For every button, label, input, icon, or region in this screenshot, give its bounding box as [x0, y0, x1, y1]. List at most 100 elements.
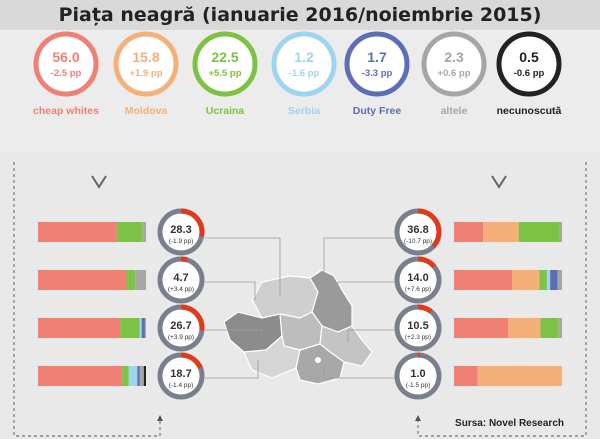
summary-item-3: 1.2 -1.6 pp Serbia	[271, 31, 337, 117]
chart-title: Piața neagră (ianuarie 2016/noiembrie 20…	[0, 0, 600, 30]
romania-map	[223, 269, 373, 385]
summary-value: 1.2	[294, 49, 314, 65]
region-value: 28.3	[170, 224, 191, 236]
ring-value-arc	[157, 352, 205, 400]
bar-segment-ucraina	[116, 222, 143, 242]
region-bar	[454, 318, 562, 338]
dashed-frame	[13, 162, 587, 437]
bar-segment-ucraina	[120, 318, 140, 338]
summary-value: 1.7	[367, 49, 387, 65]
ring-value-arc	[157, 208, 205, 256]
summary-change: -0.6 pp	[514, 68, 545, 79]
summary-item-1: 15.8 +1.9 pp Moldova	[113, 31, 179, 117]
region-change: (+7.6 pp)	[405, 286, 431, 293]
region-change: (+3.9 pp)	[168, 334, 194, 341]
summary-value: 22.5	[211, 49, 238, 65]
legend-label: Moldova	[125, 105, 168, 117]
summary-donuts: 56.0 -2.5 pp cheap whites 15.8 +1.9 pp Moldov…	[33, 31, 562, 117]
bar-segment-altele	[142, 222, 146, 242]
region-bar	[38, 366, 146, 386]
region-change: (+3.4 pp)	[168, 286, 194, 293]
summary-change: -2.5 pp	[51, 68, 82, 79]
region-change: (+2.3 pp)	[405, 334, 431, 341]
bar-segment-cheap_whites	[454, 366, 478, 386]
summary-item-0: 56.0 -2.5 pp cheap whites	[33, 31, 99, 117]
summary-change: +0.6 pp	[438, 68, 471, 79]
source-note: Sursa: Novel Research	[455, 418, 564, 429]
bar-segment-altele	[139, 366, 144, 386]
bar-segment-serbia	[128, 366, 138, 386]
connectors	[205, 237, 395, 379]
bar-segment-moldova	[512, 270, 540, 290]
bar-segment-necunoscuta	[143, 366, 146, 386]
map-region-s	[295, 343, 345, 385]
summary-item-5: 2.3 +0.6 pp altele	[421, 31, 487, 117]
ring-value-arc	[157, 304, 205, 352]
summary-change: +5.5 pp	[209, 68, 242, 79]
bar-segment-cheap_whites	[38, 270, 127, 290]
region-ring: 28.3 (-1.9 pp)	[157, 208, 205, 256]
bar-segment-cheap_whites	[454, 318, 508, 338]
bar-segment-duty_free	[550, 270, 558, 290]
summary-ring	[344, 31, 410, 97]
bar-segment-serbia	[546, 270, 551, 290]
summary-value: 0.5	[519, 49, 539, 65]
bar-segment-ucraina	[539, 270, 547, 290]
bar-segment-altele	[135, 270, 146, 290]
region-ring: 14.0 (+7.6 pp)	[394, 256, 442, 304]
summary-ring	[192, 31, 258, 97]
region-value: 18.7	[170, 368, 191, 380]
summary-value: 15.8	[132, 49, 159, 65]
region-value: 1.0	[410, 368, 425, 380]
bar-segment-cheap_whites	[454, 270, 513, 290]
bar-segment-cheap_whites	[38, 318, 121, 338]
map-region-nw	[251, 275, 319, 319]
bar-segment-ucraina	[540, 318, 559, 338]
bar-segment-ucraina	[122, 366, 129, 386]
region-bar	[38, 222, 146, 242]
legend-label: Serbia	[288, 105, 320, 117]
ring-value-arc	[394, 352, 442, 400]
region-ring: 26.7 (+3.9 pp)	[157, 304, 205, 352]
region-value: 10.5	[407, 320, 428, 332]
legend-label: cheap whites	[33, 105, 99, 117]
ring-value-arc	[394, 256, 442, 304]
bar-segment-cheap_whites	[38, 366, 123, 386]
summary-value: 56.0	[52, 49, 79, 65]
ring-value-arc	[157, 256, 205, 304]
region-change: (-1.4 pp)	[169, 382, 194, 389]
region-bar	[38, 270, 146, 290]
bar-segment-duty_free	[141, 318, 145, 338]
region-value: 4.7	[173, 272, 188, 284]
bar-segment-moldova	[477, 366, 562, 386]
summary-value: 2.3	[444, 49, 464, 65]
summary-item-6: 0.5 -0.6 pp necunoscută	[496, 31, 562, 117]
summary-ring	[113, 31, 179, 97]
bar-segment-ucraina	[518, 222, 560, 242]
bar-segment-cheap_whites	[454, 222, 484, 242]
bar-segment-ucraina	[126, 270, 136, 290]
region-ring: 1.0 (-1.5 pp)	[394, 352, 442, 400]
chevron-down-icon	[91, 175, 107, 189]
bar-segment-altele	[557, 270, 562, 290]
region-value: 26.7	[170, 320, 191, 332]
summary-ring	[271, 31, 337, 97]
region-bar	[454, 222, 562, 242]
region-value: 36.8	[407, 224, 428, 236]
summary-change: -1.6 pp	[289, 68, 320, 79]
bar-segment-duty_free	[137, 366, 140, 386]
legend-label: Ucraina	[206, 105, 245, 117]
region-ring: 18.7 (-1.4 pp)	[157, 352, 205, 400]
arrow-up-left-icon	[157, 415, 163, 421]
region-bars	[38, 222, 562, 386]
bar-segment-moldova	[483, 222, 519, 242]
legend-label: altele	[441, 105, 468, 117]
region-ring: 4.7 (+3.4 pp)	[157, 256, 205, 304]
arrow-up-right-icon	[415, 415, 421, 421]
region-ring: 10.5 (+2.3 pp)	[394, 304, 442, 352]
chevron-down-icon	[491, 175, 507, 189]
bar-segment-altele	[144, 318, 146, 338]
region-change: (-1.9 pp)	[169, 238, 194, 245]
legend-label: Duty Free	[353, 105, 402, 117]
summary-ring	[496, 31, 562, 97]
